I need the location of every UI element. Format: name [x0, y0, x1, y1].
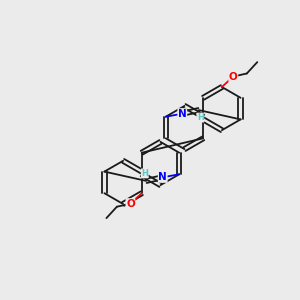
Text: N: N: [178, 109, 187, 119]
Text: O: O: [126, 199, 135, 209]
Text: O: O: [229, 71, 238, 82]
Text: H: H: [141, 169, 148, 178]
Text: N: N: [158, 172, 167, 182]
Text: H: H: [197, 113, 204, 122]
